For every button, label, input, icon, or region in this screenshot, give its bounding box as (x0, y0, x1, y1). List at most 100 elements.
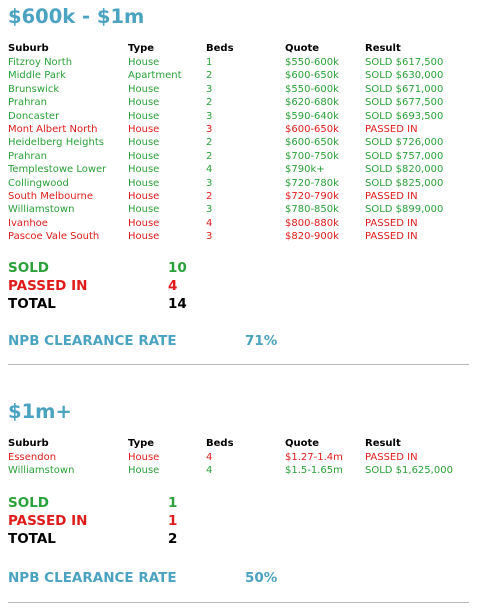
section-title: $600k - $1m (8, 5, 145, 28)
cell-result: PASSED IN (365, 217, 418, 229)
table-row: Prahran House 2 $620-680k SOLD $677,500 (8, 96, 473, 109)
header-result: Result (365, 43, 401, 54)
cell-quote: $600-650k (285, 124, 339, 135)
cell-quote: $1.27-1.4m (285, 452, 343, 463)
table-row: Templestowe Lower House 4 $790k+ SOLD $820,0… (8, 163, 473, 176)
cell-type: House (128, 57, 160, 68)
summary-total-label: TOTAL (8, 296, 56, 312)
table-row: Fitzroy North House 1 $550-600k SOLD $617,50… (8, 56, 473, 69)
cell-quote: $620-680k (285, 97, 339, 109)
cell-quote: $720-780k (285, 177, 339, 189)
section-divider (8, 364, 469, 365)
summary-total-count: 14 (168, 296, 187, 312)
cell-type: House (128, 191, 160, 202)
cell-quote: $700-750k (285, 150, 339, 162)
cell-type: House (128, 465, 160, 477)
cell-type: House (128, 150, 160, 162)
cell-quote: $600-650k (285, 70, 339, 82)
cell-type: Apartment (128, 70, 182, 82)
summary-sold: SOLD 1 (8, 494, 308, 512)
cell-result: SOLD $1,625,000 (365, 465, 453, 477)
table-row: Ivanhoe House 4 $800-880k PASSED IN (8, 217, 473, 230)
cell-beds: 4 (206, 217, 213, 229)
cell-suburb: Ivanhoe (8, 217, 48, 229)
cell-result: SOLD $825,000 (365, 177, 444, 189)
header-beds: Beds (206, 43, 234, 54)
cell-quote: $820-900k (285, 231, 339, 243)
table-row: Heidelberg Heights House 2 $600-650k SOLD $7… (8, 136, 473, 149)
summary-total: TOTAL 2 (8, 530, 308, 548)
table-header: Suburb Type Beds Quote Result (8, 42, 473, 55)
cell-result: SOLD $820,000 (365, 164, 444, 176)
table-row: Williamstown House 3 $780-850k SOLD $899,000 (8, 203, 473, 216)
cell-beds: 2 (206, 150, 213, 162)
cell-suburb: Mont Albert North (8, 124, 98, 135)
header-type: Type (128, 438, 155, 449)
cell-result: PASSED IN (365, 452, 418, 463)
clearance-rate: NPB CLEARANCE RATE 50% (8, 569, 408, 587)
cell-suburb: Templestowe Lower (8, 164, 107, 176)
cell-type: House (128, 217, 160, 229)
summary-passed-in: PASSED IN 1 (8, 512, 308, 530)
cell-result: PASSED IN (365, 124, 418, 135)
cell-result: PASSED IN (365, 231, 418, 243)
summary-passed-label: PASSED IN (8, 278, 88, 294)
cell-suburb: Prahran (8, 150, 48, 162)
cell-result: PASSED IN (365, 191, 418, 202)
summary-passed-count: 4 (168, 278, 178, 294)
cell-type: House (128, 231, 160, 243)
cell-result: SOLD $671,000 (365, 83, 444, 95)
header-type: Type (128, 43, 155, 54)
cell-suburb: South Melbourne (8, 191, 94, 202)
summary-sold-label: SOLD (8, 260, 50, 276)
cell-suburb: Williamstown (8, 465, 75, 477)
cell-result: SOLD $677,500 (365, 97, 444, 109)
cell-beds: 3 (206, 124, 213, 135)
summary-passed-in: PASSED IN 4 (8, 277, 308, 295)
summary-sold: SOLD 10 (8, 259, 308, 277)
cell-suburb: Pascoe Vale South (8, 231, 100, 243)
cell-type: House (128, 83, 160, 95)
cell-beds: 2 (206, 137, 213, 149)
cell-beds: 1 (206, 57, 213, 68)
cell-beds: 3 (206, 83, 213, 95)
table-row: Prahran House 2 $700-750k SOLD $757,000 (8, 150, 473, 163)
cell-type: House (128, 110, 160, 122)
table-row: South Melbourne House 2 $720-790k PASSED IN (8, 190, 473, 203)
table-row: Doncaster House 3 $590-640k SOLD $693,500 (8, 110, 473, 123)
header-result: Result (365, 438, 401, 449)
table-row: Williamstown House 4 $1.5-1.65m SOLD $1,625,… (8, 464, 473, 477)
cell-type: House (128, 204, 160, 216)
cell-quote: $780-850k (285, 204, 339, 216)
section-title: $1m+ (8, 400, 72, 423)
cell-quote: $550-600k (285, 83, 339, 95)
cell-result: SOLD $617,500 (365, 57, 444, 68)
cell-type: House (128, 97, 160, 109)
cell-quote: $1.5-1.65m (285, 465, 343, 477)
clearance-rate-label: NPB CLEARANCE RATE (8, 570, 177, 586)
header-quote: Quote (285, 43, 320, 54)
summary-sold-count: 1 (168, 495, 178, 511)
cell-beds: 2 (206, 97, 213, 109)
cell-result: SOLD $630,000 (365, 70, 444, 82)
summary-sold-label: SOLD (8, 495, 50, 511)
cell-quote: $590-640k (285, 110, 339, 122)
summary-passed-label: PASSED IN (8, 513, 88, 529)
cell-suburb: Doncaster (8, 110, 60, 122)
cell-suburb: Collingwood (8, 177, 69, 189)
summary-sold-count: 10 (168, 260, 187, 276)
cell-beds: 4 (206, 164, 213, 176)
cell-quote: $720-790k (285, 191, 339, 202)
cell-beds: 4 (206, 465, 213, 477)
header-quote: Quote (285, 438, 320, 449)
cell-type: House (128, 137, 160, 149)
table-row: Middle Park Apartment 2 $600-650k SOLD $630,… (8, 69, 473, 82)
table-row: Collingwood House 3 $720-780k SOLD $825,000 (8, 177, 473, 190)
cell-suburb: Middle Park (8, 70, 66, 82)
cell-quote: $800-880k (285, 217, 339, 229)
cell-beds: 3 (206, 110, 213, 122)
table-header: Suburb Type Beds Quote Result (8, 437, 473, 450)
header-beds: Beds (206, 438, 234, 449)
cell-beds: 2 (206, 70, 213, 82)
cell-beds: 3 (206, 204, 213, 216)
